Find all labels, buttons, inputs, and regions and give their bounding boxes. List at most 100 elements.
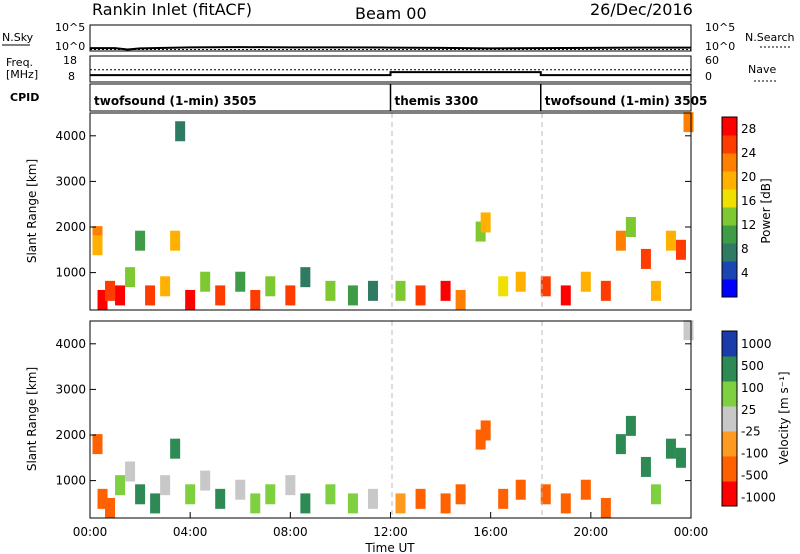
velocity-cell (250, 493, 261, 514)
power-cell (455, 289, 466, 310)
velocity-cell (235, 479, 246, 500)
power-cell (235, 271, 246, 292)
velocity-cell (415, 488, 426, 509)
velocity-colorbar-swatch (722, 431, 737, 457)
power-yaxis: 1000 2000 3000 4000 (55, 129, 691, 280)
power-colorbar-tick: 12 (741, 218, 756, 232)
power-cell (580, 271, 591, 292)
velocity-cell (480, 420, 491, 441)
velocity-cell (367, 488, 378, 509)
power-cell (415, 285, 426, 306)
power-colorbar-swatch (722, 279, 737, 298)
power-cell (175, 121, 186, 142)
power-cell (160, 276, 171, 297)
velocity-cell (640, 456, 651, 477)
velocity-cell (540, 484, 551, 505)
velocity-colorbar-swatch (722, 331, 737, 357)
power-colorbar-swatch (722, 225, 737, 244)
nave-label: Nave (748, 63, 776, 76)
power-colorbar-tick: 16 (741, 194, 756, 208)
power-cell (115, 285, 126, 306)
velocity-cell (92, 434, 103, 455)
power-cell (97, 289, 108, 310)
velocity-cell (150, 493, 161, 514)
power-colorbar-label: Power [dB] (759, 178, 773, 243)
velocity-cell (300, 493, 311, 514)
velocity-bg (90, 321, 691, 518)
velocity-cell (395, 493, 406, 514)
power-cell (250, 289, 261, 310)
power-cell (515, 271, 526, 292)
velocity-colorbar-tick: -25 (741, 425, 761, 439)
power-ylabel: Slant Range [km] (25, 159, 39, 263)
y-tick-label: 4000 (55, 337, 86, 351)
x-tick-label: 00:00 (73, 525, 108, 539)
power-cell (105, 280, 116, 301)
velocity-colorbar-swatch (722, 406, 737, 432)
velocity-cell (200, 470, 211, 491)
y-tick-label: 1000 (55, 474, 86, 488)
velocity-colorbar-label: Velocity [m s⁻¹] (777, 371, 791, 464)
station-title: Rankin Inlet (fitACF) (92, 0, 252, 19)
power-cell (325, 280, 336, 301)
power-colorbar-tick: 4 (741, 266, 749, 280)
velocity-cell (675, 447, 686, 468)
noise-left-tick-bottom: 10^0 (55, 40, 85, 53)
y-tick-label: 2000 (55, 428, 86, 442)
velocity-colorbar-tick: 100 (741, 381, 764, 395)
power-cell (367, 280, 378, 301)
velocity-colorbar-swatch (722, 481, 737, 507)
velocity-cell (215, 488, 226, 509)
y-tick-label: 4000 (55, 129, 86, 143)
power-cell (600, 280, 611, 301)
freq-label-line1: Freq. (6, 56, 33, 69)
power-colorbar-swatch (722, 171, 737, 190)
power-cell (265, 276, 276, 297)
velocity-cell (580, 479, 591, 500)
frequency-frame (89, 55, 692, 83)
frequency-line (90, 71, 691, 77)
velocity-cell (600, 497, 611, 518)
power-cell (215, 285, 226, 306)
velocity-cell (665, 438, 676, 459)
cpid-segment-label: twofsound (1-min) 3505 (94, 94, 257, 108)
power-cell (92, 235, 103, 256)
power-colorbar-tick: 24 (741, 146, 756, 160)
noise-right-label: N.Search (745, 31, 795, 44)
power-cell (640, 248, 651, 269)
velocity-cell (498, 488, 509, 509)
x-tick-label: 20:00 (574, 525, 609, 539)
velocity-cell (625, 415, 636, 436)
velocity-yaxis: 1000 2000 3000 4000 (55, 337, 691, 488)
velocity-cell (160, 475, 171, 496)
freq-label-line2: [MHz] (6, 68, 38, 81)
power-cell (395, 280, 406, 301)
velocity-colorbar: 1000 500 100 25 -25 -100 -500 -1000 (721, 330, 776, 507)
velocity-colorbar-tick: 1000 (741, 337, 772, 351)
power-cells (92, 112, 694, 310)
beam-label: Beam 00 (355, 4, 427, 23)
cpid-segment-label: twofsound (1-min) 3505 (545, 94, 708, 108)
power-colorbar: 4 8 12 16 20 24 28 (721, 116, 756, 298)
power-cell (498, 276, 509, 297)
velocity-xlabel: Time UT (364, 541, 415, 554)
x-tick-label: 16:00 (473, 525, 508, 539)
power-cell (170, 230, 181, 251)
noise-frame (89, 24, 692, 52)
power-cell (625, 217, 636, 238)
velocity-cell (105, 497, 116, 518)
power-colorbar-swatch (722, 117, 737, 136)
velocity-colorbar-tick: -500 (741, 468, 768, 482)
x-tick-label: 00:00 (674, 525, 709, 539)
freq-left-tick-top: 18 (63, 54, 77, 67)
velocity-cell (515, 479, 526, 500)
y-tick-label: 3000 (55, 174, 86, 188)
y-tick-label: 2000 (55, 220, 86, 234)
power-cell (300, 267, 311, 288)
power-colorbar-swatch (722, 135, 737, 154)
power-colorbar-tick: 20 (741, 170, 756, 184)
velocity-colorbar-tick: 25 (741, 403, 756, 417)
velocity-cell (455, 484, 466, 505)
power-cell (200, 271, 211, 292)
